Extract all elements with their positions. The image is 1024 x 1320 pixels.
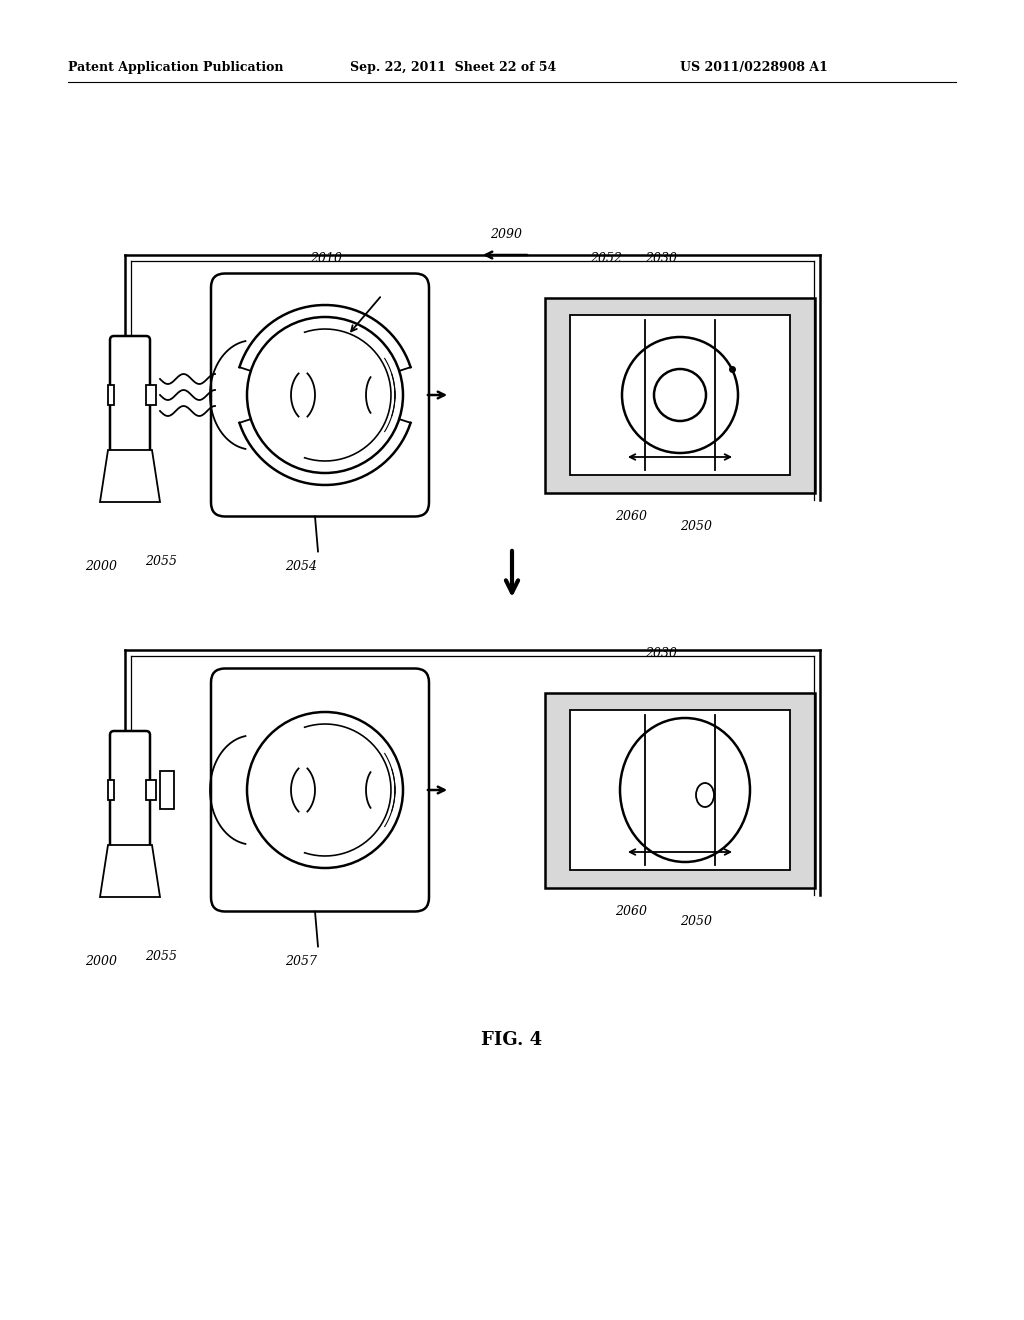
- Bar: [570, 315, 790, 475]
- Text: 2050: 2050: [680, 915, 712, 928]
- Text: 2090: 2090: [490, 228, 522, 242]
- Bar: [545, 693, 815, 887]
- FancyBboxPatch shape: [211, 273, 429, 516]
- FancyBboxPatch shape: [110, 337, 150, 454]
- Bar: [108, 385, 114, 405]
- Text: 2010: 2010: [310, 252, 342, 265]
- Text: 2000: 2000: [85, 560, 117, 573]
- Bar: [146, 780, 156, 800]
- Text: FIG. 4: FIG. 4: [481, 1031, 543, 1049]
- Text: Patent Application Publication: Patent Application Publication: [68, 62, 284, 74]
- Text: 2055: 2055: [145, 950, 177, 964]
- FancyBboxPatch shape: [110, 731, 150, 849]
- Bar: [108, 780, 114, 800]
- Polygon shape: [100, 450, 160, 502]
- Polygon shape: [100, 845, 160, 898]
- Text: 2030: 2030: [645, 252, 677, 265]
- FancyBboxPatch shape: [211, 668, 429, 912]
- Bar: [160, 771, 174, 809]
- Bar: [570, 710, 790, 870]
- Bar: [146, 385, 156, 405]
- Bar: [545, 297, 815, 492]
- Text: US 2011/0228908 A1: US 2011/0228908 A1: [680, 62, 827, 74]
- Text: 2060: 2060: [615, 906, 647, 917]
- Text: 2000: 2000: [85, 954, 117, 968]
- Text: 2052: 2052: [590, 252, 622, 265]
- Text: 2050: 2050: [680, 520, 712, 533]
- Text: Sep. 22, 2011  Sheet 22 of 54: Sep. 22, 2011 Sheet 22 of 54: [350, 62, 556, 74]
- Text: 2030: 2030: [645, 647, 677, 660]
- Text: 2060: 2060: [615, 510, 647, 523]
- Text: 2054: 2054: [285, 560, 317, 573]
- Text: 2055: 2055: [145, 554, 177, 568]
- Text: 2057: 2057: [285, 954, 317, 968]
